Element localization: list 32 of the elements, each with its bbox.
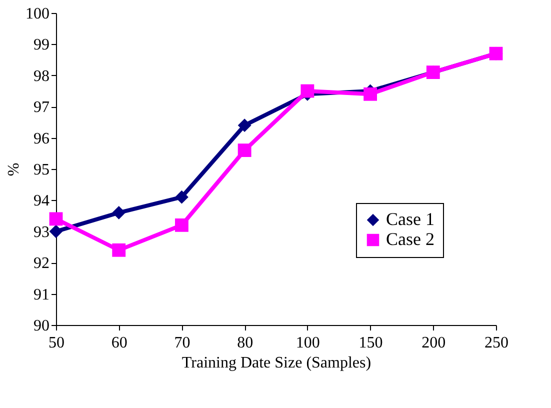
point bbox=[238, 144, 252, 157]
point bbox=[49, 212, 63, 226]
legend-label: Case 1 bbox=[386, 209, 434, 229]
x-tick-label: 80 bbox=[237, 334, 254, 352]
point bbox=[364, 87, 377, 101]
y-tick-label: 94 bbox=[34, 192, 50, 210]
y-tick-label: 96 bbox=[34, 130, 50, 148]
point bbox=[175, 190, 188, 204]
x-axis-title: Training Date Size (Samples) bbox=[182, 354, 372, 372]
x-tick-label: 60 bbox=[111, 334, 128, 352]
x-tick-label: 50 bbox=[48, 334, 64, 352]
point bbox=[238, 118, 252, 132]
point bbox=[112, 206, 126, 220]
legend-label: Case 2 bbox=[386, 229, 434, 249]
y-tick-label: 99 bbox=[34, 36, 50, 54]
point bbox=[112, 243, 126, 257]
y-tick-label: 100 bbox=[26, 6, 50, 22]
x-tick-label: 100 bbox=[296, 334, 320, 352]
point bbox=[175, 218, 188, 232]
point bbox=[49, 224, 63, 238]
y-tick-label: 97 bbox=[34, 99, 50, 116]
y-tick-label: 93 bbox=[34, 224, 50, 241]
y-axis-title: % bbox=[6, 162, 22, 176]
x-tick-label: 250 bbox=[484, 334, 508, 352]
x-tick-label: 150 bbox=[358, 334, 383, 352]
y-tick-label: 98 bbox=[34, 68, 50, 85]
x-tick-label: 70 bbox=[174, 334, 190, 352]
y-tick-label: 91 bbox=[34, 286, 50, 304]
y-tick-label: 92 bbox=[34, 255, 50, 272]
x-tick-label: 200 bbox=[422, 334, 446, 352]
y-tick-label: 90 bbox=[34, 318, 50, 334]
y-tick-label: 95 bbox=[34, 162, 50, 178]
